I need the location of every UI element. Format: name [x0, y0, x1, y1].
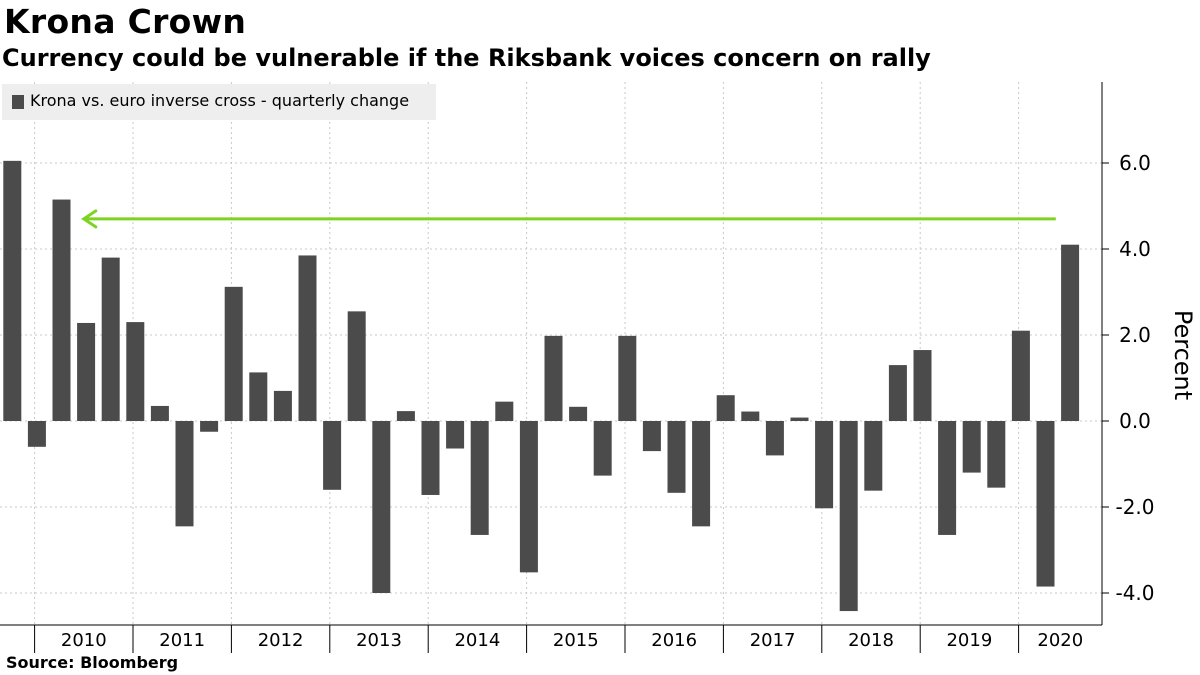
bar	[150, 405, 169, 421]
bar	[618, 335, 637, 421]
bar	[1036, 421, 1055, 587]
bar	[864, 421, 883, 491]
bar	[495, 401, 514, 421]
bar	[790, 417, 809, 421]
bar	[938, 421, 957, 535]
bar	[126, 322, 145, 421]
bar	[692, 421, 711, 527]
bar	[421, 421, 440, 495]
chart-subtitle: Currency could be vulnerable if the Riks…	[2, 44, 931, 72]
x-tick-label: 2015	[553, 630, 599, 651]
bar	[101, 257, 120, 421]
bar	[77, 322, 96, 421]
x-tick-label: 2010	[61, 630, 107, 651]
legend-label: Krona vs. euro inverse cross - quarterly…	[30, 91, 410, 110]
legend-swatch	[12, 95, 24, 109]
bar	[175, 421, 194, 527]
bar	[470, 421, 489, 535]
bar	[642, 421, 661, 452]
bar	[888, 365, 907, 421]
x-tick-label: 2011	[159, 630, 205, 651]
bar	[839, 421, 858, 612]
bar	[323, 421, 342, 490]
x-tick-label: 2020	[1037, 630, 1083, 651]
bar	[741, 411, 760, 421]
bar	[3, 160, 22, 421]
x-tick-label: 2017	[750, 630, 796, 651]
y-axis-label: Percent	[1169, 310, 1197, 400]
bar	[544, 335, 563, 421]
bar	[1011, 330, 1030, 421]
annotation-arrow-head	[81, 209, 98, 229]
bar	[27, 421, 46, 447]
x-tick-label: 2014	[454, 630, 500, 651]
bar	[372, 421, 391, 593]
chart-legend: Krona vs. euro inverse cross - quarterly…	[2, 84, 436, 120]
y-tick-label: -2.0	[1115, 495, 1154, 519]
bar	[200, 421, 219, 432]
x-tick-label: 2018	[848, 630, 894, 651]
bar	[298, 255, 317, 421]
bar	[1061, 244, 1080, 421]
bar	[962, 421, 981, 473]
bar	[446, 421, 465, 449]
bar	[519, 421, 538, 573]
chart-title: Krona Crown	[4, 2, 247, 41]
y-tick-label: 6.0	[1119, 151, 1151, 175]
bar	[593, 421, 612, 476]
bar	[52, 199, 71, 421]
bar	[569, 406, 588, 421]
bar	[224, 286, 243, 421]
bar	[396, 411, 415, 421]
source-note: Source: Bloomberg	[6, 653, 179, 672]
bar	[347, 311, 366, 421]
y-tick-label: 4.0	[1119, 237, 1151, 261]
bar	[913, 350, 932, 421]
bar	[716, 395, 735, 421]
bar	[987, 421, 1006, 488]
bar	[249, 372, 268, 421]
y-tick-label: -4.0	[1115, 581, 1154, 605]
x-tick-label: 2016	[651, 630, 697, 651]
y-tick-label: 0.0	[1119, 409, 1151, 433]
bar	[273, 390, 292, 421]
x-tick-label: 2012	[258, 630, 304, 651]
bar	[667, 421, 686, 493]
bar	[765, 421, 784, 456]
bar	[815, 421, 834, 509]
y-tick-label: 2.0	[1119, 323, 1151, 347]
x-tick-label: 2013	[356, 630, 402, 651]
x-tick-label: 2019	[946, 630, 992, 651]
